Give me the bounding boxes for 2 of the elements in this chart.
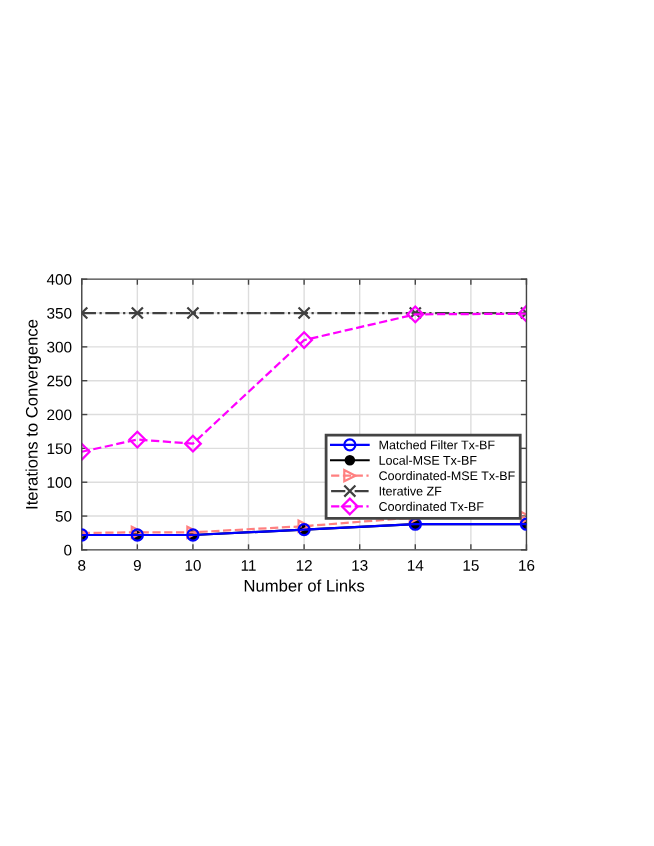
x-axis-title: Number of Links bbox=[244, 579, 365, 592]
y-axis-title: Iterations to Convergence bbox=[25, 319, 41, 509]
